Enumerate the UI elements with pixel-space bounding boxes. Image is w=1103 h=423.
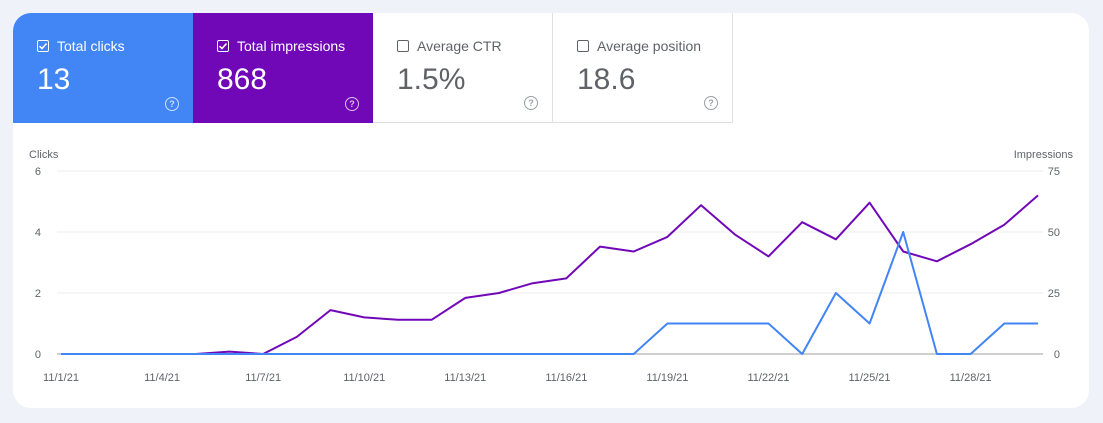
- help-icon[interactable]: ?: [165, 97, 179, 111]
- impressions-series-line: [61, 194, 1039, 355]
- left-tick-label: 0: [35, 349, 41, 361]
- total-impressions-label: Total impressions: [237, 38, 346, 54]
- checkbox-icon[interactable]: [37, 40, 49, 52]
- total-impressions-value: 868: [217, 63, 268, 96]
- x-tick-label: 11/10/21: [343, 372, 385, 384]
- x-tick-label: 11/25/21: [849, 372, 891, 384]
- x-tick-label: 11/4/21: [144, 372, 180, 384]
- right-tick-label: 25: [1048, 288, 1060, 300]
- performance-chart: Clicks Impressions 0 2 4 6 0 25 50 75 11/1/21 11/…: [29, 149, 1074, 384]
- left-axis-title: Clicks: [29, 149, 59, 161]
- help-icon[interactable]: ?: [524, 96, 538, 110]
- total-clicks-value: 13: [37, 63, 71, 96]
- x-tick-label: 11/22/21: [747, 372, 789, 384]
- clicks-series-line: [61, 231, 1038, 355]
- left-tick-label: 2: [35, 288, 41, 300]
- help-icon[interactable]: ?: [704, 96, 718, 110]
- help-icon[interactable]: ?: [345, 97, 359, 111]
- right-tick-label: 0: [1054, 349, 1060, 361]
- checkbox-icon[interactable]: [397, 40, 409, 52]
- average-position-label: Average position: [597, 38, 702, 54]
- left-tick-label: 6: [35, 166, 41, 178]
- x-tick-label: 11/16/21: [545, 372, 587, 384]
- x-tick-label: 11/19/21: [646, 372, 688, 384]
- right-tick-label: 50: [1048, 227, 1060, 239]
- metric-tiles: Total clicks 13 ? Total impressions 868 …: [13, 13, 733, 123]
- x-tick-label: 11/7/21: [245, 372, 281, 384]
- total-clicks-label: Total clicks: [57, 38, 125, 54]
- average-ctr-label: Average CTR: [417, 38, 502, 54]
- right-axis-title: Impressions: [1014, 149, 1074, 161]
- right-tick-label: 75: [1048, 166, 1060, 178]
- total-clicks-tile[interactable]: Total clicks 13 ?: [13, 13, 193, 123]
- checkbox-icon[interactable]: [217, 40, 229, 52]
- average-ctr-tile[interactable]: Average CTR 1.5% ?: [373, 13, 553, 123]
- average-position-tile[interactable]: Average position 18.6 ?: [553, 13, 733, 123]
- average-ctr-value: 1.5%: [397, 63, 466, 96]
- x-tick-label: 11/1/21: [43, 372, 79, 384]
- left-tick-label: 4: [35, 227, 41, 239]
- average-position-value: 18.6: [577, 63, 636, 96]
- x-tick-label: 11/28/21: [950, 372, 992, 384]
- performance-card: Total clicks 13 ? Total impressions 868 …: [13, 13, 1089, 408]
- total-impressions-tile[interactable]: Total impressions 868 ?: [193, 13, 373, 123]
- x-tick-label: 11/13/21: [444, 372, 486, 384]
- checkbox-icon[interactable]: [577, 40, 589, 52]
